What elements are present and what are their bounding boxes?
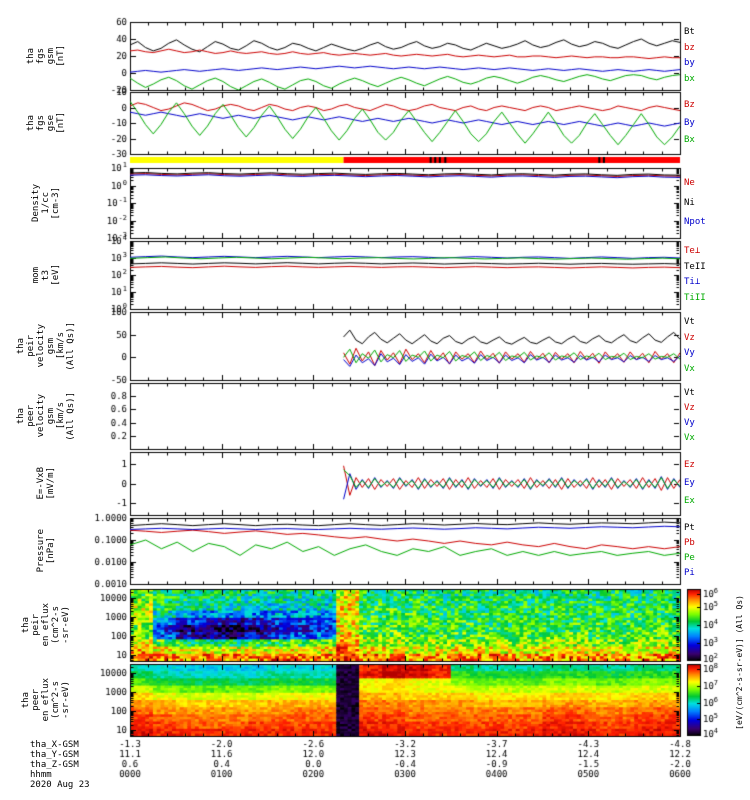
ylabel-line: peir (26, 335, 36, 357)
legend-item-Vy: Vy (684, 348, 695, 359)
ylabel-line: velocity (36, 324, 46, 368)
ylabel-line: [nPa] (46, 537, 56, 565)
xaxis-row-label-tha_Y-GSM: tha_Y-GSM (30, 750, 79, 760)
legend-item-bz: bz (684, 42, 695, 53)
xaxis-row-label-hhmm: hhmm (30, 770, 52, 780)
ylabel-line: (cm^2-s (51, 606, 61, 644)
ylabel-line: gsm (46, 47, 56, 65)
ylabel-line: [mV/m] (46, 467, 56, 500)
legend-pressure: Pt Pb Pe Pi (684, 518, 748, 584)
legend-item-Vx: Vx (684, 433, 695, 443)
ylabel-peer_velocity: tha peer velocity gsm [km/s (All Qs)] (0, 383, 92, 449)
ylabel-pressure: Pressure [nPa] (0, 518, 92, 584)
ylabel-line: [nT] (56, 112, 66, 134)
legend-item-TiII: TiII (684, 292, 706, 303)
legend-item-Pt: Pt (684, 523, 695, 533)
ylabel-peir_velocity: tha peir velocity gsm [km/s (All Qs)] (0, 312, 92, 380)
ylabel-line: -sr-eV) (61, 606, 71, 644)
legend-item-Vt: Vt (684, 317, 695, 328)
ylabel-line: [eV] (51, 264, 61, 286)
ylabel-line: (cm^2-s (51, 681, 61, 719)
ylabel-line: peir (31, 614, 41, 636)
legend-item-Vx: Vx (684, 363, 695, 374)
ylabel-line: 1/cc (41, 192, 51, 214)
legend-item-by: by (684, 58, 695, 69)
ylabel-line: tha (26, 114, 36, 132)
legend-fgs_gse: Bz By Bx (684, 92, 748, 154)
colorbar-unit-label: [eV/(cm^2-s-sr-eV)] (All Qs) (731, 589, 748, 736)
ylabel-line: tha (16, 407, 26, 425)
legend-item-Ex: Ex (684, 496, 695, 506)
legend-item-TeII: TeII (684, 261, 706, 272)
legend-fgs_gsm: Bt bz by bx (684, 22, 748, 90)
ylabel-line: Density (31, 184, 41, 222)
xaxis-row-label-tha_Z-GSM: tha_Z-GSM (30, 760, 79, 770)
ylabel-line: gse (46, 114, 56, 132)
ylabel-line: tha (21, 616, 31, 634)
legend-item-Ti⊥: Ti⊥ (684, 277, 701, 288)
ylabel-fgs_gsm: tha fgs gsm [nT] (0, 22, 92, 90)
legend-item-bx: bx (684, 73, 695, 84)
legend-item-Ne: Ne (684, 177, 695, 188)
ylabel-line: t3 (41, 269, 51, 281)
ylabel-line: [cm-3] (51, 186, 61, 220)
legend-item-By: By (684, 117, 695, 128)
ylabel-line: gsm (46, 337, 56, 355)
legend-item-Npot: Npot (684, 217, 706, 228)
legend-item-Vy: Vy (684, 418, 695, 428)
legend-item-Pi: Pi (684, 568, 695, 578)
legend-item-Pe: Pe (684, 553, 695, 563)
ylabel-line: tha (26, 47, 36, 65)
legend-temperature: Te⊥ TeII Ti⊥ TiII (684, 241, 748, 309)
xaxis-row-label-tha_X-GSM: tha_X-GSM (30, 740, 79, 750)
ylabel-peir_spec: tha peir en eflux (cm^2-s -sr-eV) (0, 589, 92, 661)
ylabel-line: tha (21, 691, 31, 709)
legend-item-Ez: Ez (684, 460, 695, 470)
legend-density: Ne Ni Npot (684, 168, 748, 238)
ylabel-line: [km/s (56, 402, 66, 430)
legend-item-Vz: Vz (684, 332, 695, 343)
legend-item-Vz: Vz (684, 403, 695, 413)
ylabel-line: velocity (36, 394, 46, 438)
legend-item-Pb: Pb (684, 538, 695, 548)
date-label: 2020 Aug 23 (30, 780, 90, 790)
ylabel-fgs_gse: tha fgs gse [nT] (0, 92, 92, 154)
ylabel-temperature: mom t3 [eV] (0, 241, 92, 309)
legend-item-Ey: Ey (684, 478, 695, 488)
ylabel-line: -sr-eV) (61, 681, 71, 719)
ylabel-line: peer (31, 689, 41, 711)
ylabel-line: Pressure (36, 529, 46, 573)
ylabel-line: [nT] (56, 45, 66, 67)
legend-peir_velocity: Vt Vz Vy Vx (684, 312, 748, 380)
legend-item-Bx: Bx (684, 135, 695, 146)
ylabel-line: mom (31, 266, 41, 284)
ylabel-line: peer (26, 405, 36, 427)
legend-item-Vt: Vt (684, 388, 695, 398)
ylabel-line: (All Qs)] (66, 321, 76, 371)
colorbar-unit-text: [eV/(cm^2-s-sr-eV)] (All Qs) (735, 595, 744, 730)
legend-efield: Ez Ey Ex (684, 452, 748, 515)
ylabel-line: E=-VxB (36, 467, 46, 500)
ylabel-line: tha (16, 337, 26, 355)
ylabel-density: Density 1/cc [cm-3] (0, 168, 92, 238)
legend-item-Bz: Bz (684, 99, 695, 110)
ylabel-peer_spec: tha peer en eflux (cm^2-s -sr-eV) (0, 664, 92, 736)
ylabel-line: en eflux (41, 678, 51, 722)
legend-item-Ni: Ni (684, 197, 695, 208)
legend-peer_velocity: Vt Vz Vy Vx (684, 383, 748, 449)
legend-item-Te⊥: Te⊥ (684, 246, 701, 257)
legend-item-Bt: Bt (684, 27, 695, 38)
ylabel-line: fgs (36, 47, 46, 65)
ylabel-line: fgs (36, 114, 46, 132)
ylabel-efield: E=-VxB [mV/m] (0, 452, 92, 515)
ylabel-line: [km/s (56, 332, 66, 360)
ylabel-line: en eflux (41, 603, 51, 647)
ylabel-line: gsm (46, 407, 56, 425)
ylabel-line: (All Qs)] (66, 391, 76, 441)
